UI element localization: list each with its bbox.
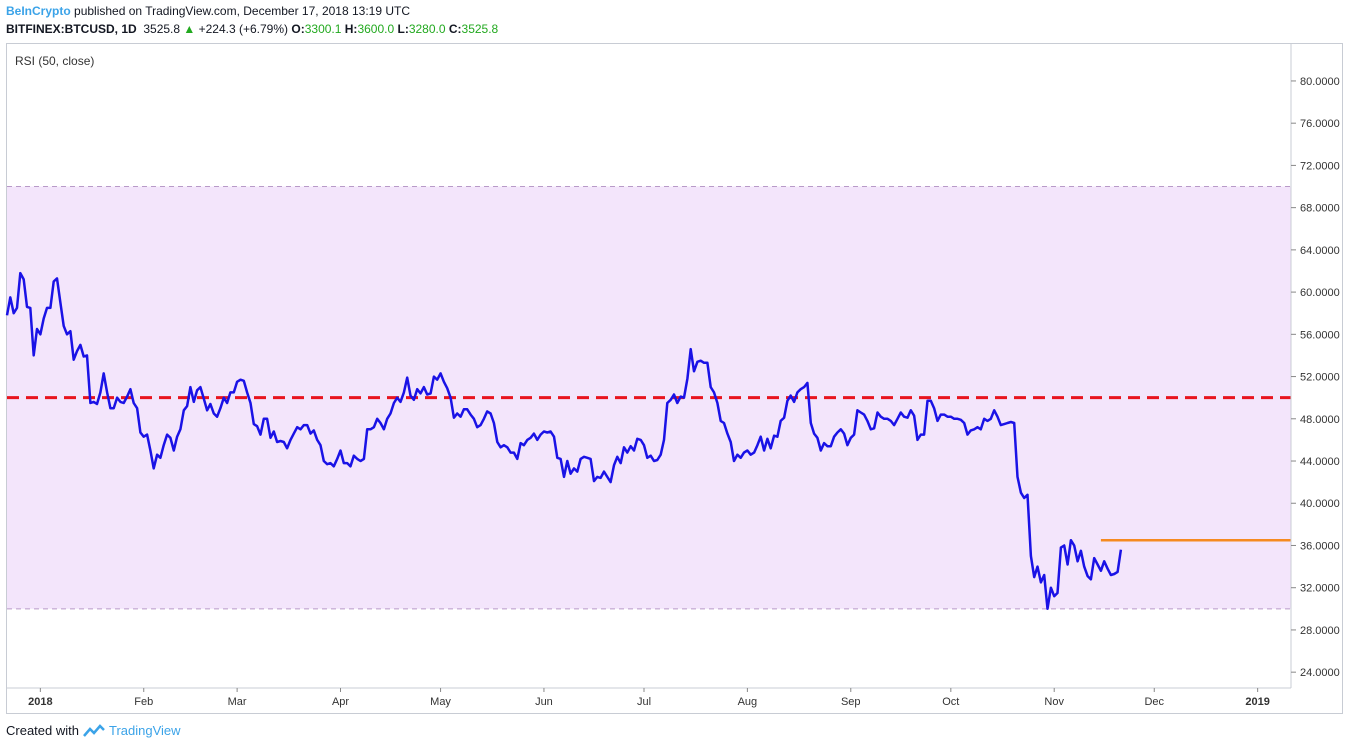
chart-frame[interactable]: [6, 43, 1343, 714]
x-tick-label: Apr: [332, 696, 349, 708]
publisher-name[interactable]: BeInCrypto: [6, 4, 71, 18]
x-tick-label: Sep: [841, 696, 861, 708]
last-price: 3525.8: [143, 22, 181, 36]
y-tick-label: 48.0000: [1300, 414, 1340, 426]
rsi-line: [5, 271, 1123, 611]
x-tick-label: Mar: [228, 696, 247, 708]
y-tick-label: 36.0000: [1300, 540, 1340, 552]
y-tick-label: 24.0000: [1300, 667, 1340, 679]
y-tick-label: 76.0000: [1300, 118, 1340, 130]
open-value: 3300.1: [304, 22, 342, 36]
x-tick-label: Feb: [134, 696, 153, 708]
x-axis-ticks: 2018 Feb Mar Apr May Jun Jul Aug Sep Oct Nov Dec 201…: [28, 688, 1270, 708]
up-arrow-icon: ▲: [183, 22, 196, 36]
close-label: C:: [448, 22, 462, 36]
high-value: 3600.0: [357, 22, 395, 36]
y-tick-label: 56.0000: [1300, 329, 1340, 341]
y-tick-label: 52.0000: [1300, 372, 1340, 384]
x-tick-label: Dec: [1144, 696, 1164, 708]
x-tick-label: May: [430, 696, 451, 708]
publish-info: BeInCrypto published on TradingView.com,…: [6, 4, 410, 18]
x-tick-label: Nov: [1044, 696, 1064, 708]
y-tick-label: 40.0000: [1300, 498, 1340, 510]
published-text: published on TradingView.com, December 1…: [74, 4, 410, 18]
high-label: H:: [344, 22, 358, 36]
y-tick-label: 60.0000: [1300, 287, 1340, 299]
tradingview-brand[interactable]: TradingView: [108, 723, 181, 738]
symbol-info: BITFINEX:BTCUSD, 1D 3525.8 ▲ +224.3 (+6.…: [6, 22, 498, 36]
y-tick-label: 68.0000: [1300, 203, 1340, 215]
x-tick-label: Jul: [637, 696, 651, 708]
symbol-name: BITFINEX:BTCUSD, 1D: [6, 22, 137, 36]
y-axis-ticks: 80.0000 76.0000 72.0000 68.0000 64.0000 60.00…: [1291, 76, 1340, 679]
x-tick-label: Jun: [535, 696, 553, 708]
low-value: 3280.0: [408, 22, 446, 36]
indicator-label: RSI (50, close): [15, 54, 94, 68]
y-tick-label: 32.0000: [1300, 583, 1340, 595]
x-tick-label: Oct: [942, 696, 959, 708]
x-tick-label: 2019: [1245, 696, 1269, 708]
y-tick-label: 64.0000: [1300, 245, 1340, 257]
tradingview-logo-icon: [83, 723, 105, 737]
open-label: O:: [291, 22, 305, 36]
x-tick-label: 2018: [28, 696, 52, 708]
y-tick-label: 44.0000: [1300, 456, 1340, 468]
y-tick-label: 80.0000: [1300, 76, 1340, 88]
x-tick-label: Aug: [738, 696, 758, 708]
low-label: L:: [397, 22, 409, 36]
y-tick-label: 28.0000: [1300, 625, 1340, 637]
footer: Created with TradingView: [6, 723, 181, 738]
y-tick-label: 72.0000: [1300, 160, 1340, 172]
close-value: 3525.8: [461, 22, 499, 36]
price-change: +224.3 (+6.79%): [198, 22, 289, 36]
created-with-text: Created with: [6, 723, 79, 738]
